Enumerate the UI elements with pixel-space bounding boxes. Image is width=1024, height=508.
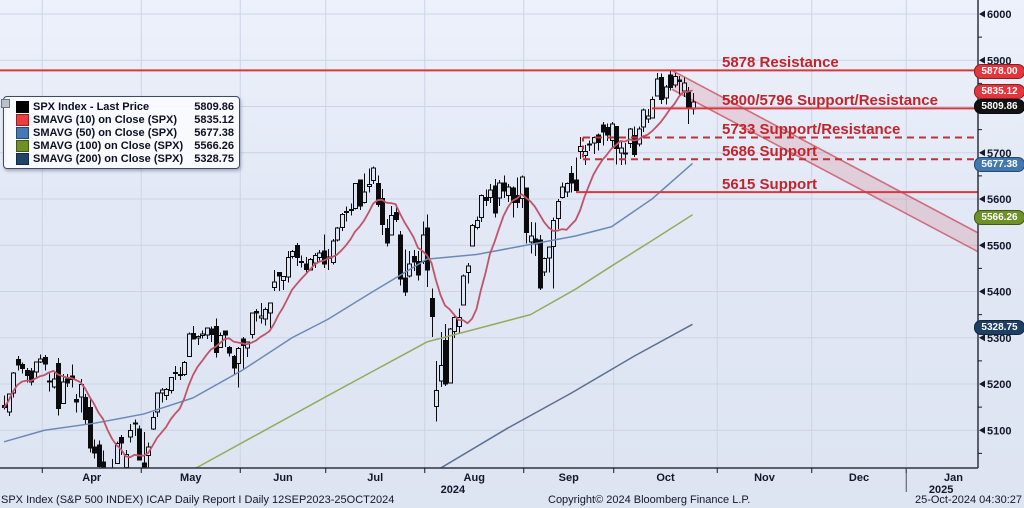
- downtrend-channel: [671, 69, 978, 253]
- axis-marker-smavg200: 5328.75: [974, 319, 1024, 335]
- ma-line: [3, 162, 693, 443]
- legend-item-last-price[interactable]: SPX Index - Last Price 5809.86: [16, 100, 234, 113]
- support-resistance-lines: [0, 69, 978, 194]
- x-axis-month-label: Aug: [464, 472, 485, 484]
- legend-item-smavg50[interactable]: SMAVG (50) on Close (SPX) 5677.38: [16, 126, 234, 139]
- legend-value: 5835.12: [194, 113, 234, 126]
- x-axis-month-label: Apr: [82, 472, 102, 484]
- legend-label: SMAVG (100) on Close (SPX): [33, 139, 184, 152]
- axis-marker-smavg100: 5566.26: [974, 210, 1024, 226]
- axes: 6000590058005700560055005400530052005100…: [0, 0, 1011, 496]
- axis-marker-5878: 5878.00: [974, 63, 1024, 79]
- smavg100-swatch-icon: [16, 139, 29, 152]
- x-axis-year-label: 2024: [441, 484, 466, 496]
- y-axis-tick-label: 5600: [987, 194, 1011, 206]
- legend-value: 5809.86: [194, 100, 234, 113]
- footer-copyright: Copyright© 2024 Bloomberg Finance L.P.: [548, 494, 751, 506]
- legend-value: 5328.75: [194, 152, 234, 165]
- x-axis-month-label: Oct: [656, 472, 675, 484]
- x-axis-month-label: Nov: [754, 472, 776, 484]
- footer-timestamp: 25-Oct-2024 04:30:27: [914, 494, 1022, 506]
- x-axis-month-label: Sep: [559, 472, 579, 484]
- ma-line: [193, 214, 693, 468]
- x-axis-month-label: Jan: [944, 472, 963, 484]
- y-axis-tick-label: 5400: [987, 287, 1011, 299]
- x-axis-month-label: Jul: [367, 472, 383, 484]
- annotation-5615-support: 5615 Support: [722, 176, 818, 194]
- y-axis-tick-label: 5200: [987, 379, 1011, 391]
- legend-panel: SPX Index - Last Price 5809.86 SMAVG (10…: [3, 96, 240, 169]
- x-axis-year-label: 2025: [929, 484, 953, 496]
- x-axis-month-label: Jun: [273, 472, 293, 484]
- y-axis-tick-label: 6000: [987, 9, 1011, 21]
- axis-marker-last-price: 5809.86: [974, 99, 1024, 115]
- legend-expand-handle[interactable]: [1, 99, 10, 108]
- smavg50-swatch-icon: [16, 126, 29, 139]
- footer-report-title: SPX Index (S&P 500 INDEX) ICAP Daily Rep…: [1, 494, 395, 506]
- legend-label: SMAVG (200) on Close (SPX): [33, 152, 184, 165]
- annotation-5878-resistance: 5878 Resistance: [722, 54, 839, 72]
- y-axis-tick-label: 5100: [987, 425, 1011, 437]
- y-axis-tick-label: 5300: [987, 333, 1011, 345]
- y-axis-tick-label: 5500: [987, 240, 1011, 252]
- ma-line: [438, 323, 693, 468]
- annotation-5800-5796-support-resistance: 5800/5796 Support/Resistance: [722, 92, 938, 110]
- legend-label: SMAVG (10) on Close (SPX): [33, 113, 178, 126]
- moving-average-lines: [3, 89, 693, 468]
- ma-line: [3, 89, 693, 459]
- smavg200-swatch-icon: [16, 152, 29, 165]
- legend-item-smavg100[interactable]: SMAVG (100) on Close (SPX) 5566.26: [16, 139, 234, 152]
- axis-marker-smavg10: 5835.12: [974, 83, 1024, 99]
- plot-region: [0, 0, 978, 468]
- x-axis-month-label: Dec: [849, 472, 869, 484]
- smavg10-swatch-icon: [16, 113, 29, 126]
- axis-marker-smavg50: 5677.38: [974, 156, 1024, 172]
- x-axis-month-label: May: [180, 472, 202, 484]
- legend-item-smavg200[interactable]: SMAVG (200) on Close (SPX) 5328.75: [16, 152, 234, 165]
- legend-label: SPX Index - Last Price: [33, 100, 150, 113]
- annotation-5733-support-resistance: 5733 Support/Resistance: [722, 121, 901, 139]
- legend-value: 5677.38: [194, 126, 234, 139]
- legend-value: 5566.26: [194, 139, 234, 152]
- last-price-swatch-icon: [16, 100, 29, 113]
- legend-item-smavg10[interactable]: SMAVG (10) on Close (SPX) 5835.12: [16, 113, 234, 126]
- legend-label: SMAVG (50) on Close (SPX): [33, 126, 178, 139]
- annotation-5686-support: 5686 Support: [722, 143, 818, 161]
